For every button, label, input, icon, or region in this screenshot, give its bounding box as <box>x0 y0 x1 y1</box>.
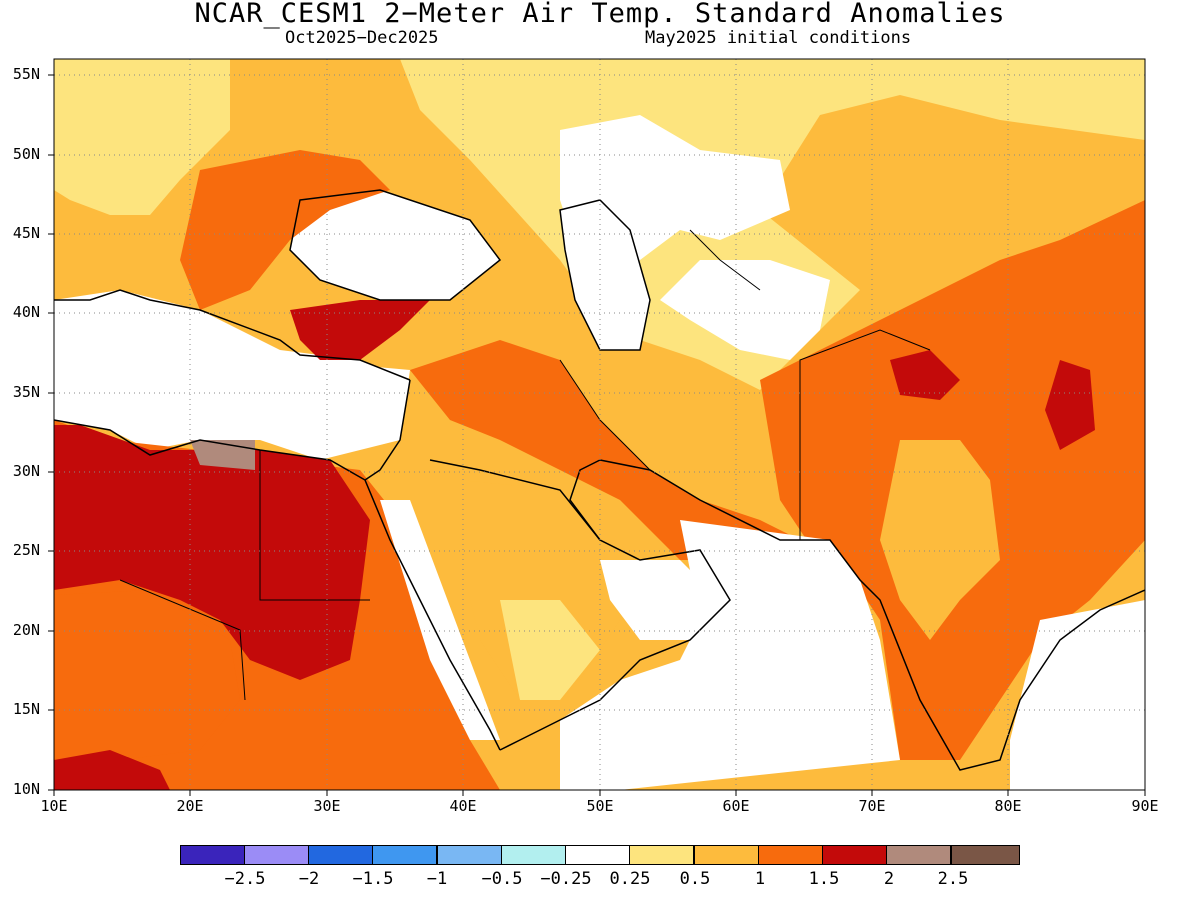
colorbar-cell <box>822 845 887 865</box>
lon-label-20e: 20E <box>176 797 204 815</box>
lat-label-25n: 25N <box>12 541 40 559</box>
lat-label-55n: 55N <box>12 65 40 83</box>
colorbar-cell <box>501 845 566 865</box>
colorbar <box>180 845 1020 865</box>
fill-arabia-yellow <box>500 600 600 700</box>
fill-egypt-libya-red <box>54 425 370 680</box>
colorbar-cell <box>372 845 437 865</box>
fill-west-europe <box>54 59 230 215</box>
grid-layer <box>54 59 1145 790</box>
lat-label-40n: 40N <box>12 303 40 321</box>
lon-label-80e: 80E <box>994 797 1022 815</box>
sea-red <box>380 500 500 740</box>
colorbar-cell <box>180 845 245 865</box>
colorbar-label: −1 <box>426 869 448 889</box>
fill-gulf-white <box>600 560 720 640</box>
colorbar-label: −2 <box>298 869 320 889</box>
fill-iraq-iran <box>410 340 800 560</box>
lon-label-10e: 10E <box>40 797 68 815</box>
colorbar-label: −0.5 <box>481 869 523 889</box>
colorbar-label: 0.5 <box>679 869 711 889</box>
lon-label-60e: 60E <box>722 797 750 815</box>
sea-arabian <box>560 520 900 790</box>
fill-kashmir-red <box>890 350 960 400</box>
lon-label-40e: 40E <box>449 797 477 815</box>
colorbar-label: 1 <box>754 869 766 889</box>
colorbar-cell <box>308 845 373 865</box>
forecast-period: Oct2025−Dec2025 <box>285 28 439 48</box>
tick-layer <box>48 74 1146 796</box>
fill-india-center <box>880 440 1000 640</box>
fill-libya-brown <box>190 440 255 470</box>
colorbar-cell <box>629 845 694 865</box>
colorbar-cell <box>437 845 502 865</box>
lat-label-15n: 15N <box>12 700 40 718</box>
colorbar-label: −0.25 <box>540 869 592 889</box>
sea-caspian <box>560 200 650 350</box>
colorbar-cell <box>758 845 823 865</box>
map-title: NCAR_CESM1 2−Meter Air Temp. Standard An… <box>194 0 1006 29</box>
lat-label-10n: 10N <box>12 780 40 798</box>
lat-label-30n: 30N <box>12 462 40 480</box>
initial-conditions: May2025 initial conditions <box>645 28 912 48</box>
lon-label-90e: 90E <box>1131 797 1159 815</box>
colorbar-cell <box>565 845 630 865</box>
coastline-layer <box>54 189 1145 771</box>
lon-label-30e: 30E <box>313 797 341 815</box>
fill-chad-orange <box>54 590 240 780</box>
fill-south-red <box>54 750 170 790</box>
colorbar-label: −1.5 <box>352 869 394 889</box>
sea-black <box>290 190 500 300</box>
colorbar-cell <box>886 845 951 865</box>
colorbar-label: −2.5 <box>224 869 266 889</box>
colorbar-cell <box>694 845 759 865</box>
colorbar-label: 2.5 <box>937 869 969 889</box>
colorbar-label: 1.5 <box>808 869 840 889</box>
colorbar-label: 0.25 <box>609 869 651 889</box>
colorbar-cell <box>951 845 1020 865</box>
fill-turkmen-white <box>660 260 830 360</box>
fill-anatolia-red <box>290 300 430 360</box>
lat-label-45n: 45N <box>12 224 40 242</box>
lat-label-35n: 35N <box>12 383 40 401</box>
lat-label-20n: 20N <box>12 621 40 639</box>
lat-label-50n: 50N <box>12 145 40 163</box>
colorbar-label: 2 <box>883 869 895 889</box>
sea-bay-of-bengal <box>1010 600 1145 790</box>
colorbar-cell <box>244 845 309 865</box>
lon-label-50e: 50E <box>586 797 614 815</box>
fill-balkans <box>180 150 390 310</box>
lon-label-70e: 70E <box>858 797 886 815</box>
fill-levant-white <box>300 360 410 450</box>
fill-tibet-red <box>1045 360 1095 450</box>
